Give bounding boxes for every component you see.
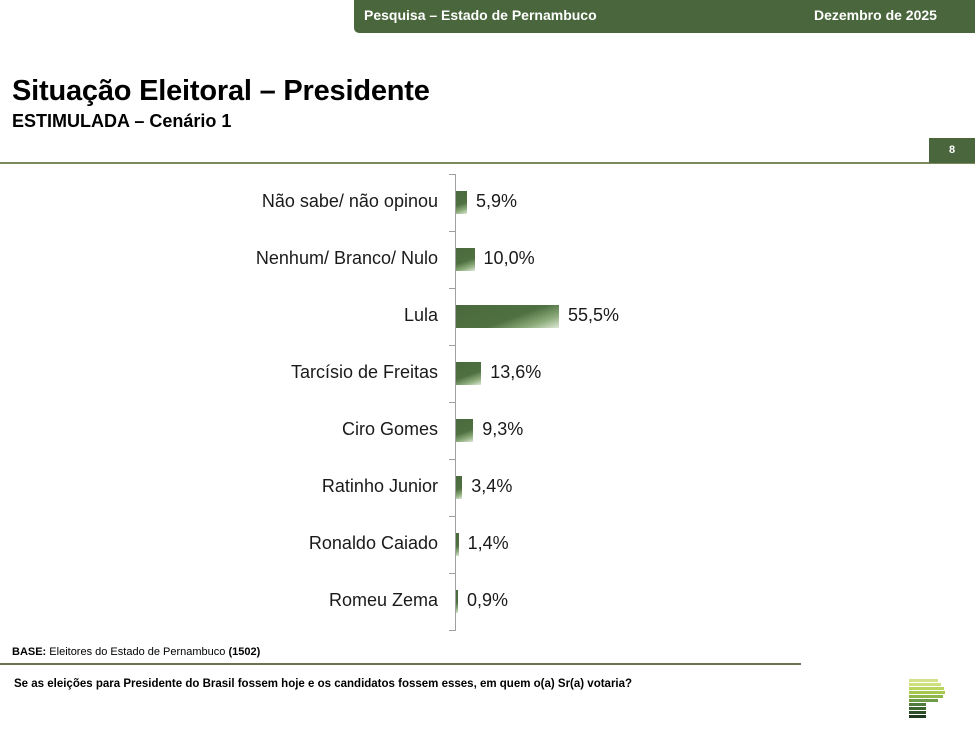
bar-row: Nenhum/ Branco/ Nulo 10,0% bbox=[0, 231, 975, 288]
bar-row: Ratinho Junior 3,4% bbox=[0, 459, 975, 516]
survey-date: Dezembro de 2025 bbox=[814, 7, 937, 23]
value-label: 9,3% bbox=[482, 419, 524, 439]
footer-divider bbox=[0, 663, 801, 665]
bar-row: Não sabe/ não opinou 5,9% bbox=[0, 174, 975, 231]
page-title: Situação Eleitoral – Presidente bbox=[12, 75, 430, 107]
category-label: Ciro Gomes bbox=[341, 419, 438, 439]
base-note: BASE: Eleitores do Estado de Pernambuco … bbox=[12, 646, 260, 658]
value-label: 1,4% bbox=[467, 533, 509, 553]
category-label: Tarcísio de Freitas bbox=[290, 362, 438, 382]
axis-tick bbox=[449, 231, 455, 232]
bar bbox=[456, 533, 459, 556]
page-subtitle: ESTIMULADA – Cenário 1 bbox=[12, 111, 232, 131]
axis-tick bbox=[449, 516, 455, 517]
axis-tick bbox=[449, 402, 455, 403]
bar bbox=[456, 305, 559, 328]
logo-stripe bbox=[909, 711, 926, 714]
bar bbox=[456, 590, 458, 613]
value-label: 55,5% bbox=[567, 305, 619, 325]
axis-tick bbox=[449, 630, 455, 631]
axis-tick bbox=[449, 573, 455, 574]
bar-row: Lula 55,5% bbox=[0, 288, 975, 345]
logo-stripe bbox=[909, 683, 941, 686]
logo-stripe bbox=[909, 691, 945, 694]
logo-stripe bbox=[909, 715, 926, 718]
axis-tick bbox=[449, 345, 455, 346]
logo-stripe bbox=[909, 679, 938, 682]
category-label: Ratinho Junior bbox=[321, 476, 438, 496]
category-label: Não sabe/ não opinou bbox=[261, 191, 438, 211]
logo-stripe bbox=[909, 703, 926, 706]
bar-row: Ronaldo Caiado 1,4% bbox=[0, 516, 975, 573]
category-label: Nenhum/ Branco/ Nulo bbox=[255, 248, 438, 268]
stacked-bars-p-logo-icon bbox=[909, 679, 949, 721]
survey-name: Pesquisa – Estado de Pernambuco bbox=[364, 7, 597, 23]
category-label: Ronaldo Caiado bbox=[308, 533, 438, 553]
logo-stripe bbox=[909, 707, 926, 710]
base-count: (1502) bbox=[228, 646, 261, 658]
bar bbox=[456, 419, 474, 442]
survey-question: Se as eleições para Presidente do Brasil… bbox=[14, 678, 633, 690]
logo-stripe bbox=[909, 687, 944, 690]
bar bbox=[456, 191, 467, 214]
category-label: Romeu Zema bbox=[328, 590, 438, 610]
bar-row: Tarcísio de Freitas 13,6% bbox=[0, 345, 975, 402]
bar bbox=[456, 476, 463, 499]
value-label: 0,9% bbox=[467, 590, 509, 610]
value-label: 3,4% bbox=[471, 476, 513, 496]
value-label: 5,9% bbox=[475, 191, 517, 211]
axis-tick bbox=[449, 288, 455, 289]
base-text: Eleitores do Estado de Pernambuco bbox=[46, 646, 229, 658]
logo-stripe bbox=[909, 699, 938, 702]
value-label: 10,0% bbox=[483, 248, 535, 268]
base-label: BASE: bbox=[12, 646, 47, 658]
category-label: Lula bbox=[403, 305, 438, 325]
logo-stripe bbox=[909, 695, 943, 698]
category-axis bbox=[455, 174, 456, 631]
bar-row: Ciro Gomes 9,3% bbox=[0, 402, 975, 459]
top-banner: Pesquisa – Estado de Pernambuco Dezembro… bbox=[354, 0, 975, 33]
bar bbox=[456, 248, 475, 271]
page-number: 8 bbox=[929, 138, 975, 163]
bar bbox=[456, 362, 482, 385]
axis-tick bbox=[449, 459, 455, 460]
value-label: 13,6% bbox=[490, 362, 542, 382]
axis-tick bbox=[449, 174, 455, 175]
bar-row: Romeu Zema 0,9% bbox=[0, 573, 975, 630]
header-divider bbox=[0, 162, 975, 164]
